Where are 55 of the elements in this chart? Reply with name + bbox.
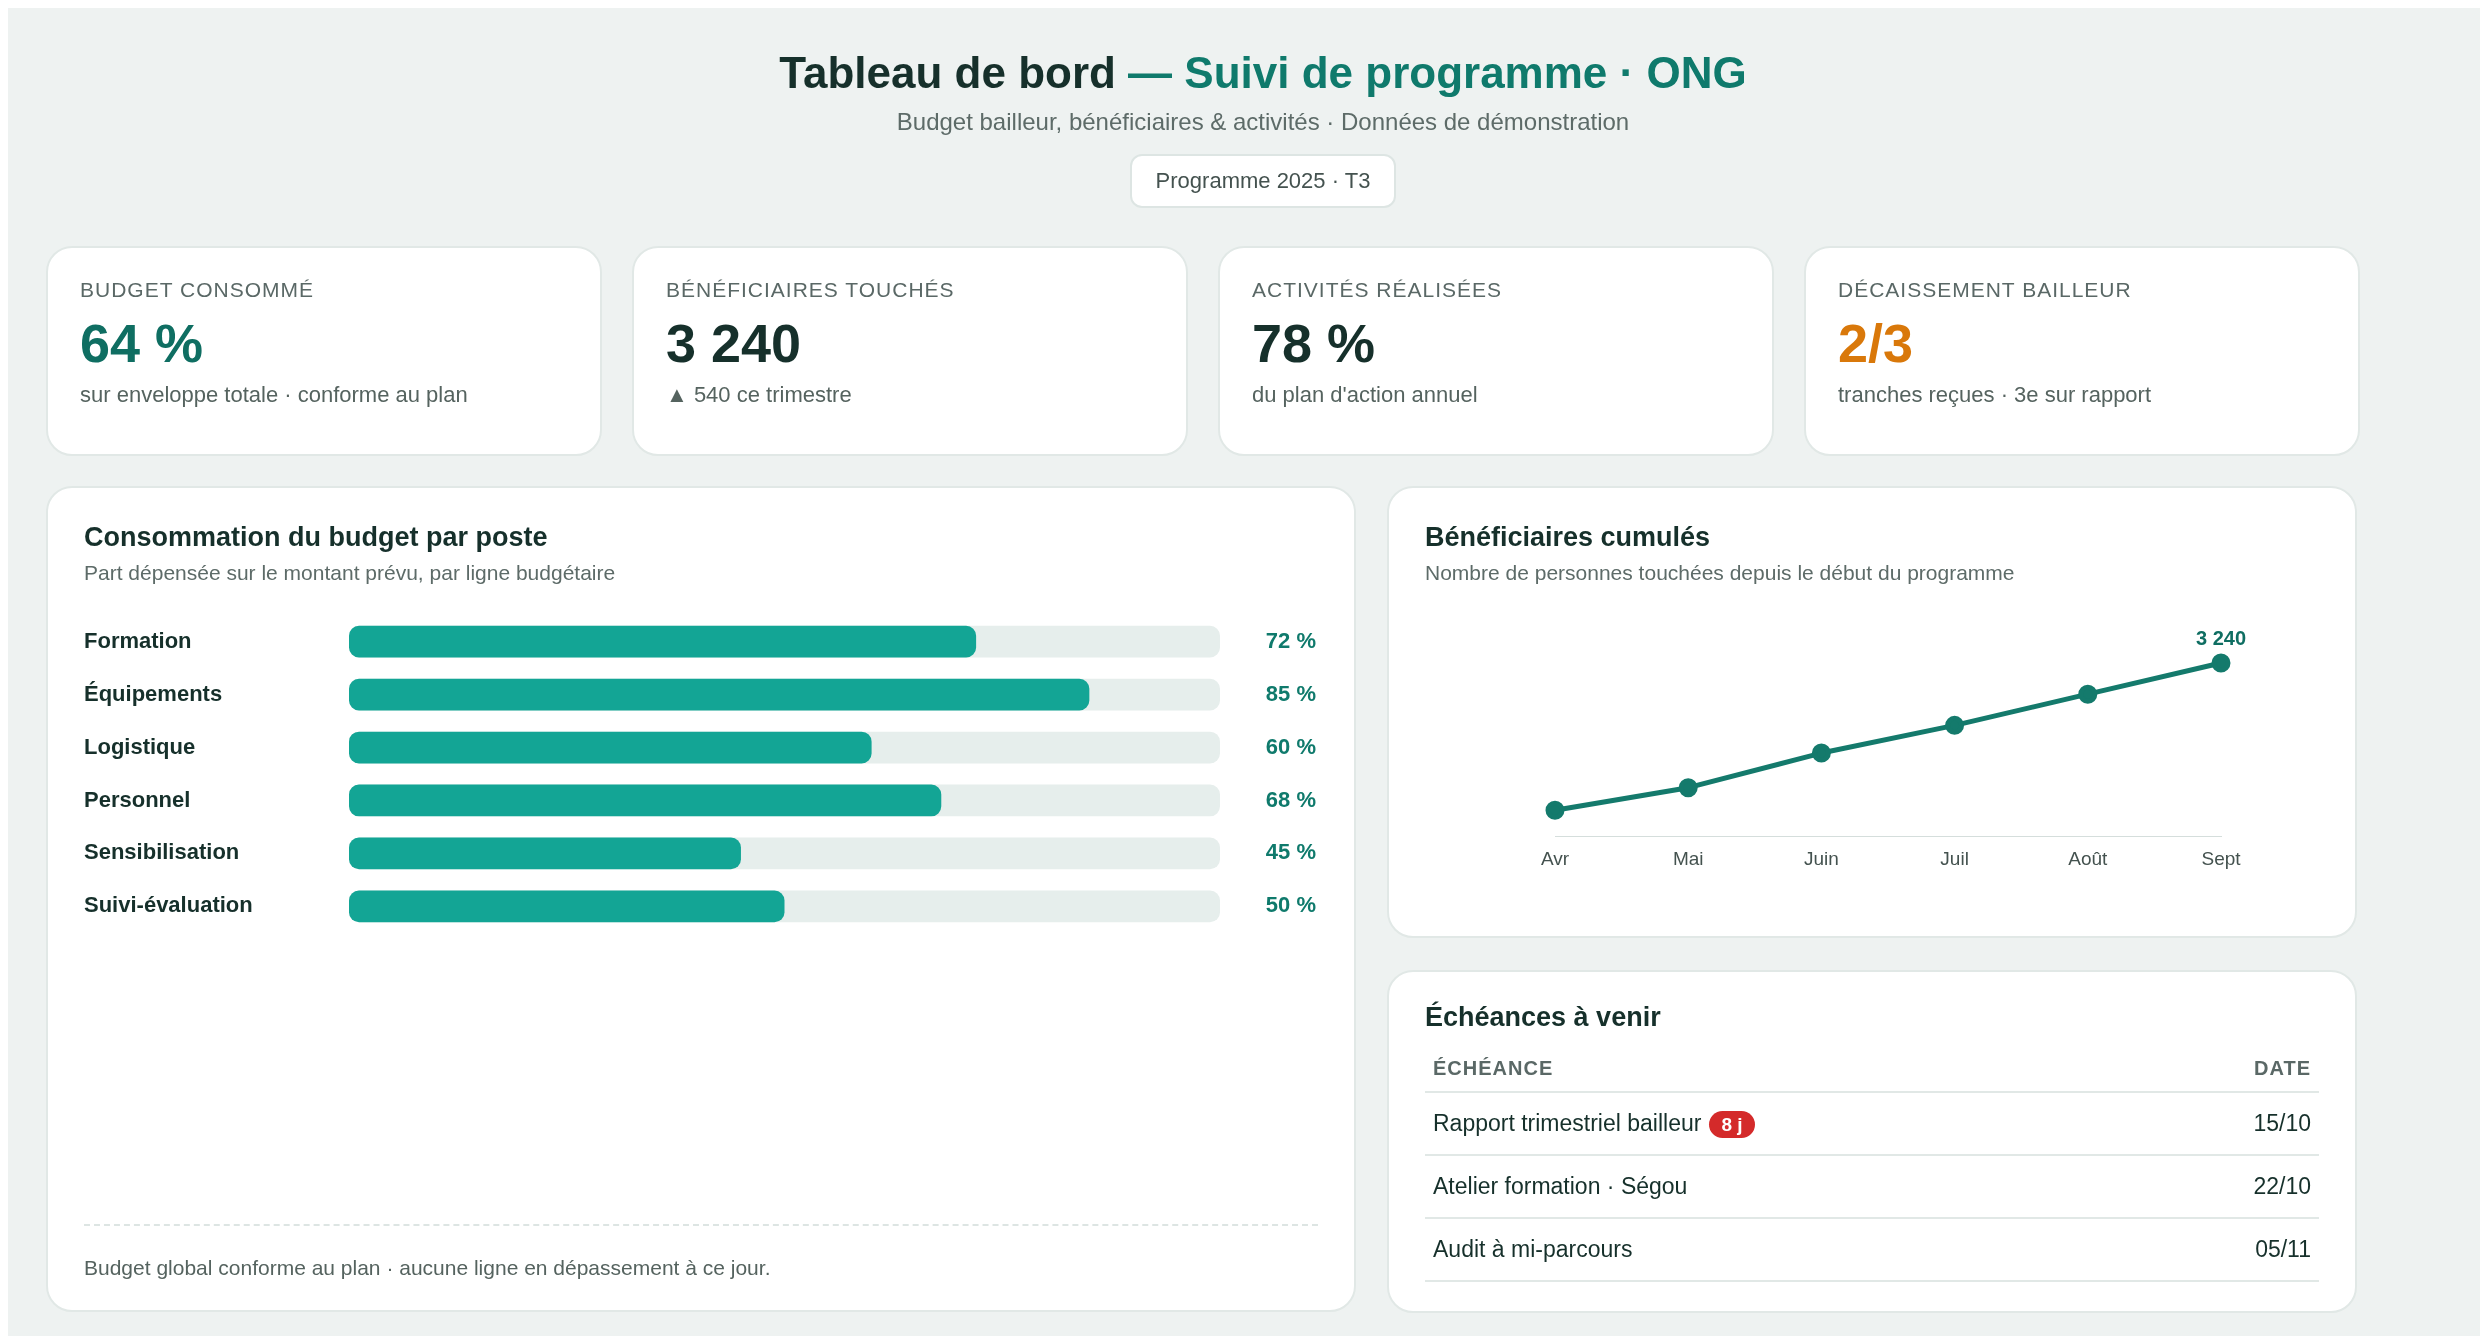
category-label: ÉCHÉANCE: [1433, 1056, 1554, 1080]
x-tick-label: Juin: [1803, 847, 1839, 869]
text: DÉCAISSEMENT BAILLEUR: [1838, 278, 2133, 302]
data-label: 72 %: [1265, 627, 1316, 653]
text: Budget global conforme au plan · aucune ligne en dépassement à ce jour.: [84, 1256, 772, 1280]
data-label: 85 %: [1265, 680, 1316, 706]
text: ACTIVITÉS RÉALISÉES: [1252, 278, 1504, 302]
data-label: 45 %: [1265, 839, 1316, 865]
text: sur enveloppe totale · conforme au plan: [80, 382, 469, 408]
text: Programme 2025 · T3: [1129, 154, 1397, 208]
annotation: 3 240: [2195, 627, 2247, 649]
y-tick-label: Personnel: [84, 786, 191, 812]
y-tick-label: Formation: [84, 627, 192, 653]
x-tick-label: Juil: [1940, 847, 1969, 869]
chart-title: Bénéficiaires cumulés: [1425, 522, 1712, 553]
x-tick-label: Sept: [2201, 847, 2242, 869]
category-label: Atelier formation · Ségou: [1433, 1173, 1688, 1199]
text: Échéances à venir: [1425, 1002, 1662, 1033]
text: 78 %: [1252, 312, 1377, 374]
point: [2078, 684, 2098, 704]
point: [1678, 778, 1698, 798]
text: tranches reçues · 3e sur rapport: [1838, 382, 2153, 408]
text: 15/10: [2253, 1110, 2311, 1136]
y-tick-label: Logistique: [84, 733, 196, 759]
text: BÉNÉFICIAIRES TOUCHÉS: [666, 278, 956, 302]
text: 8 j: [1709, 1111, 1755, 1138]
text: ▲ 540 ce trimestre: [666, 382, 853, 408]
point: [1545, 800, 1565, 820]
point: [1945, 715, 1965, 735]
data-label: 68 %: [1265, 786, 1316, 812]
text: 22/10: [2253, 1173, 2311, 1199]
text: du plan d'action annuel: [1252, 382, 1479, 408]
x-tick-label: Août: [2068, 847, 2109, 869]
category-label: Rapport trimestriel bailleur: [1433, 1110, 1702, 1136]
chart-subtitle: Nombre de personnes touchées depuis le début du programme: [1425, 561, 2016, 585]
data-label: 60 %: [1265, 733, 1316, 759]
y-tick-label: Suivi-évaluation: [84, 892, 253, 918]
point: [2211, 653, 2231, 673]
y-tick-label: Sensibilisation: [84, 839, 240, 865]
category-label: DATE: [2254, 1056, 2311, 1080]
point: [1811, 743, 1831, 763]
x-tick-label: Mai: [1672, 847, 1704, 869]
chart-title: Consommation du budget par poste: [84, 522, 549, 553]
text: 2/3: [1838, 312, 1915, 374]
x-tick-label: Avr: [1540, 847, 1570, 869]
data-label: 50 %: [1265, 892, 1316, 918]
text: BUDGET CONSOMMÉ: [80, 278, 315, 302]
chart-subtitle: Part dépensée sur le montant prévu, par ligne budgétaire: [84, 561, 617, 585]
text: 3 240: [666, 312, 803, 374]
text: Budget bailleur, bénéficiaires & activités · Données de démonstration: [895, 108, 1631, 136]
text: Tableau de bord — Suivi de programme · ONG: [778, 48, 1748, 98]
y-tick-label: Équipements: [84, 680, 223, 706]
text: 05/11: [2255, 1236, 2311, 1262]
text: 64 %: [80, 312, 205, 374]
category-label: Audit à mi-parcours: [1433, 1236, 1633, 1262]
